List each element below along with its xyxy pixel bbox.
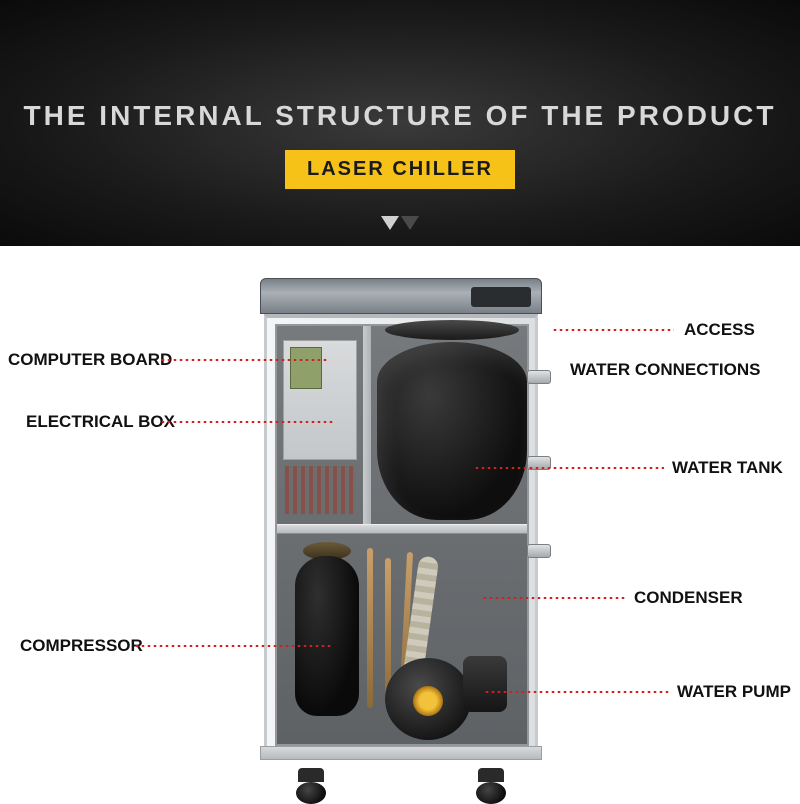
callout-label: ELECTRICAL BOX — [26, 412, 175, 432]
callout-label: WATER TANK — [672, 458, 783, 478]
cabinet-base — [260, 746, 542, 760]
copper-pipe — [367, 548, 373, 708]
page-title: THE INTERNAL STRUCTURE OF THE PRODUCT — [0, 0, 800, 132]
header: THE INTERNAL STRUCTURE OF THE PRODUCT LA… — [0, 0, 800, 246]
water-tank — [377, 342, 527, 520]
triangle-icon — [381, 216, 399, 230]
water-pump — [385, 658, 471, 740]
computer-board — [283, 340, 357, 460]
caster-wheel — [290, 768, 332, 804]
callout-label: COMPUTER BOARD — [8, 350, 172, 370]
callout-label: WATER CONNECTIONS — [570, 360, 760, 380]
callout-label: COMPRESSOR — [20, 636, 143, 656]
triangle-icon — [401, 216, 419, 230]
subtitle-badge: LASER CHILLER — [285, 150, 515, 189]
water-fitting — [527, 544, 551, 558]
electrical-wiring — [285, 466, 355, 514]
leader-line — [482, 597, 626, 599]
callout-label: CONDENSER — [634, 588, 743, 608]
diagram-area: COMPUTER BOARD ELECTRICAL BOX COMPRESSOR AC… — [0, 246, 800, 800]
callout-label: WATER PUMP — [677, 682, 791, 702]
mid-shelf — [277, 524, 527, 534]
pump-mount — [463, 656, 507, 712]
cabinet-top — [260, 278, 542, 314]
leader-line — [160, 359, 328, 361]
caster-wheel — [470, 768, 512, 804]
leader-line — [474, 467, 664, 469]
compressor — [295, 556, 359, 716]
leader-line — [134, 645, 332, 647]
cabinet-interior — [275, 324, 529, 746]
decor-triangles — [381, 216, 419, 230]
product-illustration — [260, 278, 542, 778]
leader-line — [484, 691, 670, 693]
vertical-divider — [363, 326, 371, 526]
callout-label: ACCESS — [684, 320, 755, 340]
water-fitting — [527, 370, 551, 384]
tank-cap — [385, 320, 519, 340]
leader-line — [552, 329, 674, 331]
cabinet-body — [264, 314, 538, 752]
leader-line — [160, 421, 334, 423]
